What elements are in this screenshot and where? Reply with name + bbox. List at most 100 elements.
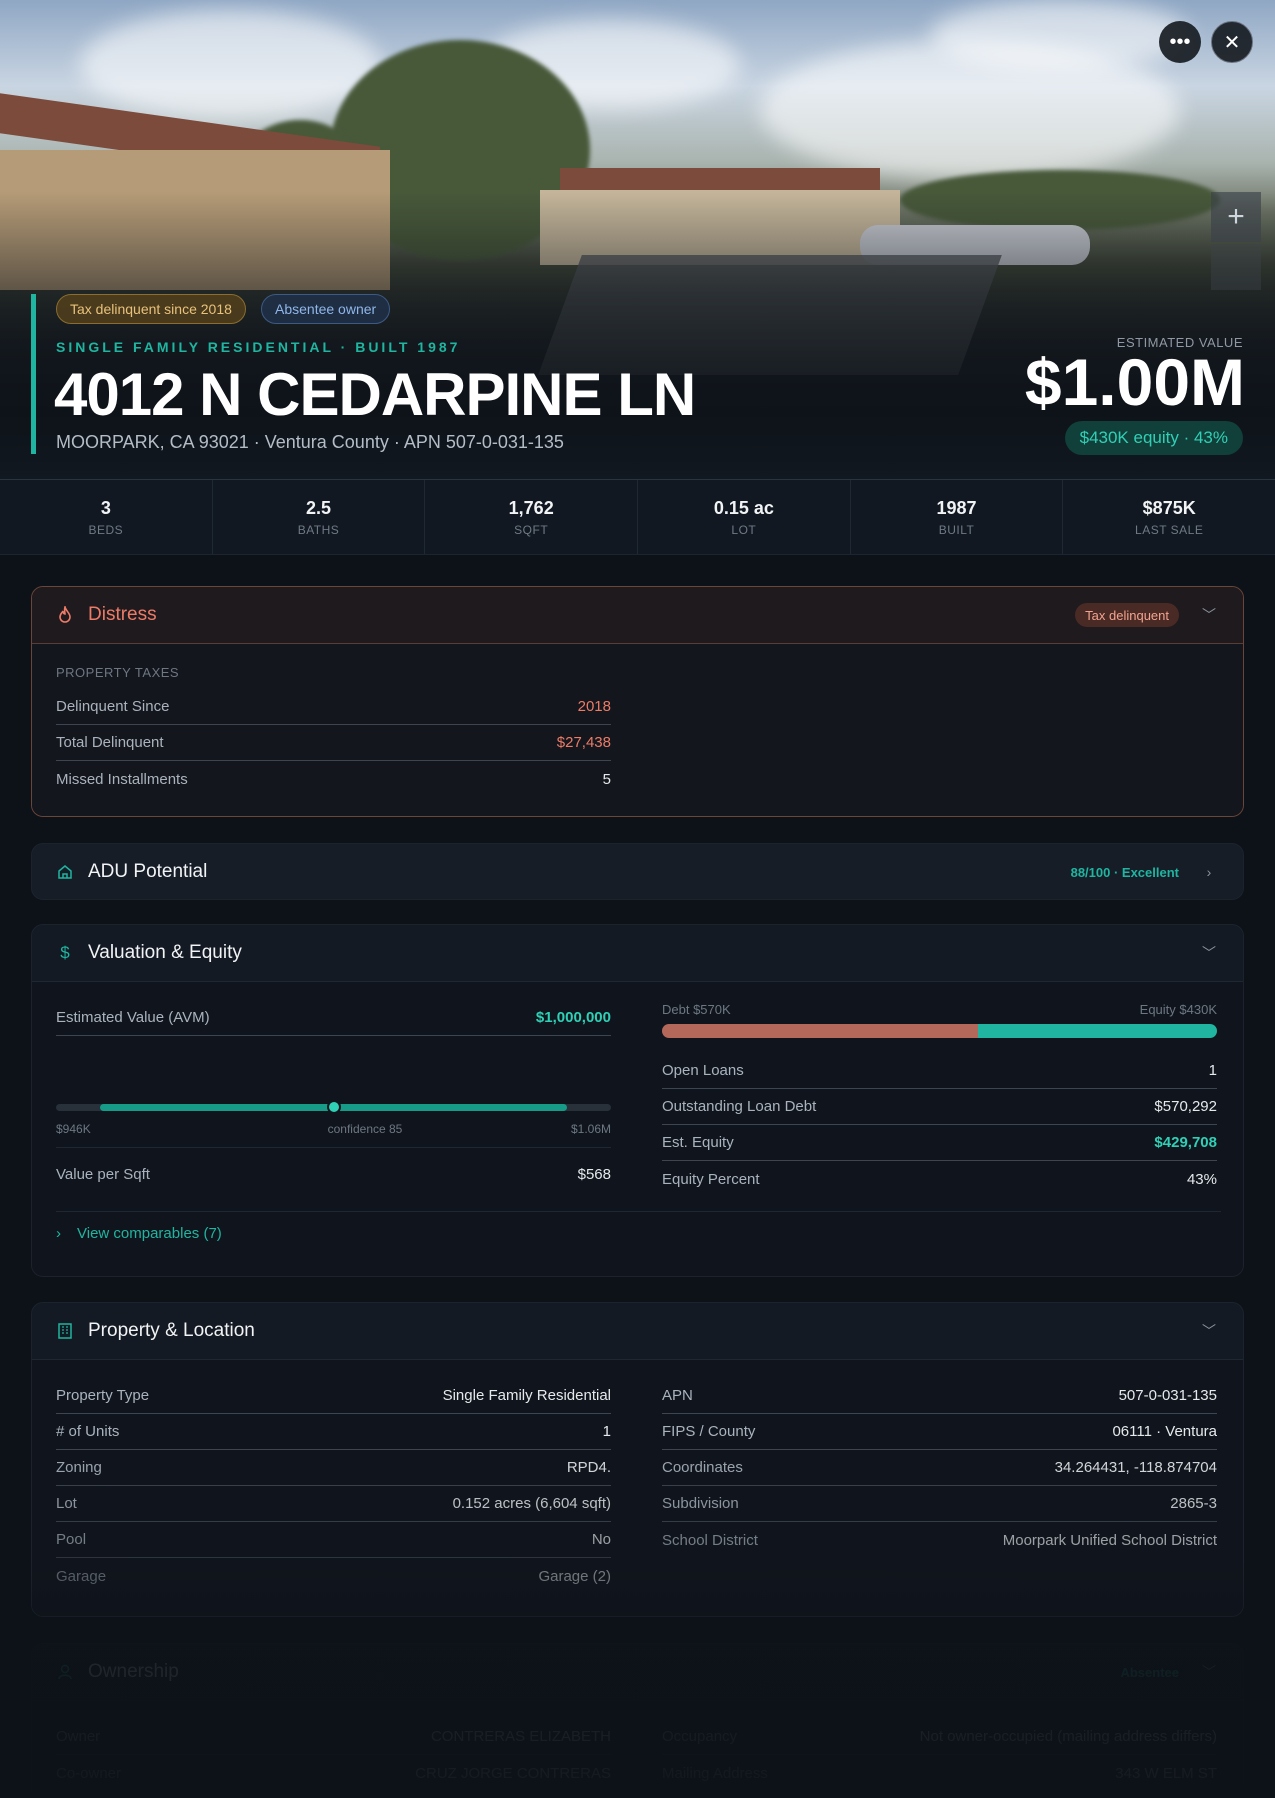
row-value: 2865-3 — [1170, 1495, 1217, 1512]
chevron-down-icon[interactable]: ﹀ — [1202, 1323, 1216, 1339]
property-location-card: Property & Location ﹀ Property Type Singl… — [31, 1302, 1244, 1617]
property-subtitle: SINGLE FAMILY RESIDENTIAL · BUILT 1987 — [56, 339, 461, 355]
stat-value: 1987 — [936, 498, 977, 518]
debt-label: Debt $570K — [662, 1002, 731, 1017]
close-button[interactable]: ✕ — [1211, 21, 1253, 63]
row-value: 1 — [1208, 1062, 1217, 1079]
row-key: Total Delinquent — [56, 734, 164, 751]
avm-low-label: $946K — [56, 1122, 91, 1136]
valuation-equity-card: $ Valuation & Equity ﹀ Estimated Value (… — [31, 924, 1244, 1277]
row-key: Missed Installments — [56, 770, 188, 788]
row-key: Zoning — [56, 1459, 102, 1476]
value-per-sqft-row: Value per Sqft $568 — [56, 1156, 611, 1192]
row-key: Owner — [56, 1728, 101, 1745]
row-value: 43% — [1186, 1170, 1217, 1188]
occupancy-row: Occupancy Not owner-occupied (mailing add… — [662, 1719, 1217, 1755]
zoom-in-button[interactable]: + — [1211, 192, 1261, 242]
stat-label: SQFT — [514, 523, 549, 537]
avm-row: Estimated Value (AVM) $1,000,000 — [56, 1000, 611, 1036]
ownership-header[interactable]: Ownership Absentee ﹀ — [32, 1644, 1243, 1700]
row-key: Pool — [56, 1531, 87, 1548]
row-key: APN — [662, 1387, 693, 1404]
stat-value: 2.5 — [305, 498, 332, 518]
row-value: 507-0-031-135 — [1118, 1387, 1217, 1404]
row-value: $27,438 — [556, 734, 611, 751]
row-value: CRUZ JORGE CONTRERAS — [415, 1764, 611, 1782]
ownership-tag: Absentee — [1120, 1664, 1179, 1680]
units-row: # of Units 1 — [56, 1414, 611, 1450]
property-type-row: Property Type Single Family Residential — [56, 1378, 611, 1414]
row-value: $429,708 — [1154, 1134, 1217, 1151]
zoom-out-button[interactable] — [1211, 244, 1261, 290]
property-photo — [0, 0, 1275, 480]
view-comparables-link[interactable]: › View comparables (7) — [56, 1225, 222, 1242]
row-value: Moorpark Unified School District — [1002, 1531, 1217, 1549]
distress-title: Distress — [88, 604, 157, 625]
distress-header[interactable]: Distress Tax delinquent ﹀ — [32, 587, 1243, 643]
avm-high-label: $1.06M — [570, 1122, 611, 1136]
adu-header[interactable]: ADU Potential 88/100 · Excellent › — [32, 844, 1243, 899]
debt-segment — [662, 1024, 979, 1038]
row-key: Lot — [56, 1495, 77, 1512]
garage-row: Garage Garage (2) — [56, 1558, 611, 1594]
close-icon: ✕ — [1223, 31, 1241, 54]
row-value: $570,292 — [1154, 1098, 1217, 1115]
more-options-button[interactable]: ••• — [1159, 21, 1201, 63]
distress-body: PROPERTY TAXES Delinquent Since 2018 Tota… — [32, 643, 1243, 816]
absentee-owner-badge: Absentee owner — [261, 294, 391, 324]
distress-card: Distress Tax delinquent ﹀ PROPERTY TAXES… — [31, 586, 1244, 817]
row-value: 5 — [602, 770, 611, 788]
chevron-down-icon[interactable]: ﹀ — [1202, 607, 1216, 623]
row-value: CONTRERAS ELIZABETH — [430, 1728, 611, 1745]
coordinates-row: Coordinates 34.264431, -118.874704 — [662, 1450, 1217, 1486]
adu-title: ADU Potential — [88, 861, 208, 882]
equity-percent-row: Equity Percent 43% — [662, 1161, 1217, 1197]
row-key: Subdivision — [662, 1495, 739, 1512]
owner-row: Owner CONTRERAS ELIZABETH — [56, 1719, 611, 1755]
row-key: Mailing Address — [662, 1764, 768, 1782]
apn-row: APN 507-0-031-135 — [662, 1378, 1217, 1414]
property-header[interactable]: Property & Location ﹀ — [32, 1303, 1243, 1359]
property-taxes-label: PROPERTY TAXES — [56, 665, 180, 680]
chevron-down-icon[interactable]: ﹀ — [1202, 945, 1216, 961]
stat-label: LAST SALE — [1135, 523, 1204, 537]
stat-sqft: 1,762 SQFT — [425, 480, 639, 554]
adu-potential-card[interactable]: ADU Potential 88/100 · Excellent › — [31, 843, 1244, 900]
valuation-body: Estimated Value (AVM) $1,000,000 $946K co… — [32, 981, 1243, 1276]
ownership-title: Ownership — [88, 1661, 179, 1682]
valuation-header[interactable]: $ Valuation & Equity ﹀ — [32, 925, 1243, 981]
property-body: Property Type Single Family Residential #… — [32, 1359, 1243, 1616]
delinquent-since-row: Delinquent Since 2018 — [56, 689, 611, 725]
co-owner-row: Co-owner CRUZ JORGE CONTRERAS — [56, 1755, 611, 1791]
stat-label: BEDS — [88, 523, 124, 537]
pool-row: Pool No — [56, 1522, 611, 1558]
row-key: Property Type — [56, 1387, 150, 1404]
school-district-row: School District Moorpark Unified School D… — [662, 1522, 1217, 1558]
equity-segment — [978, 1024, 1217, 1038]
property-location: MOORPARK, CA 93021 · Ventura County · AP… — [56, 432, 564, 452]
row-key: Delinquent Since — [56, 698, 170, 715]
title-accent-bar — [31, 294, 36, 454]
more-horizontal-icon: ••• — [1169, 30, 1191, 53]
chevron-right-icon[interactable]: › — [1206, 864, 1212, 880]
distress-tag: Tax delinquent — [1075, 603, 1179, 627]
stat-value: 3 — [100, 498, 111, 518]
stat-value: 0.15 ac — [713, 498, 774, 518]
row-key: Outstanding Loan Debt — [662, 1098, 817, 1115]
equity-pill: $430K equity · 43% — [1064, 421, 1243, 455]
row-key: Occupancy — [662, 1728, 738, 1745]
chevron-down-icon[interactable]: ﹀ — [1202, 1664, 1216, 1680]
user-icon — [56, 1663, 74, 1681]
row-value: Garage (2) — [538, 1567, 611, 1585]
row-key: Coordinates — [662, 1459, 743, 1476]
row-key: Est. Equity — [662, 1134, 734, 1151]
row-key: FIPS / County — [662, 1423, 756, 1440]
row-value: $568 — [577, 1165, 611, 1183]
avm-confidence-label: confidence 85 — [327, 1122, 403, 1136]
row-value: 343 W ELM ST — [1115, 1764, 1217, 1782]
row-key: Co-owner — [56, 1764, 122, 1782]
divider — [56, 1147, 611, 1148]
total-delinquent-row: Total Delinquent $27,438 — [56, 725, 611, 761]
avm-point-marker — [326, 1100, 341, 1114]
row-value: 1 — [602, 1423, 611, 1440]
